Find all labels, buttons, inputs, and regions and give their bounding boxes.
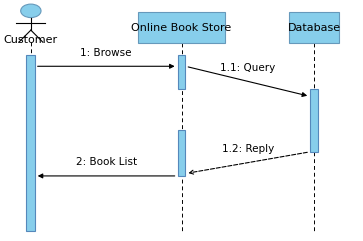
Text: Customer: Customer xyxy=(4,35,58,45)
FancyBboxPatch shape xyxy=(310,89,318,152)
Text: Database: Database xyxy=(287,23,340,33)
Text: Online Book Store: Online Book Store xyxy=(131,23,232,33)
Text: 2: Book List: 2: Book List xyxy=(76,158,137,167)
FancyBboxPatch shape xyxy=(178,55,185,89)
Text: 1.2: Reply: 1.2: Reply xyxy=(222,144,274,154)
FancyBboxPatch shape xyxy=(138,12,225,43)
Circle shape xyxy=(21,4,41,18)
Text: 1.1: Query: 1.1: Query xyxy=(220,63,276,73)
Text: 1: Browse: 1: Browse xyxy=(81,48,132,58)
FancyBboxPatch shape xyxy=(178,130,185,176)
FancyBboxPatch shape xyxy=(289,12,339,43)
FancyBboxPatch shape xyxy=(26,55,36,231)
